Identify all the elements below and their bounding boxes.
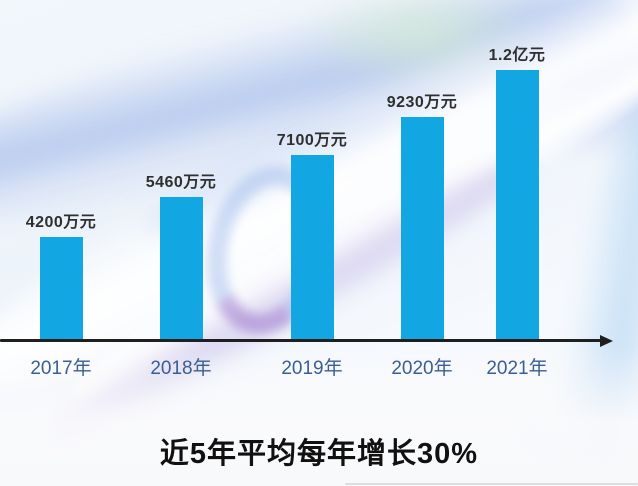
caption-text: 近5年平均每年增长30% [159,438,479,470]
bar-value-label: 9230万元 [386,94,458,111]
x-tick-2020: 2020年 [391,358,453,379]
bar-2018 [159,197,203,340]
bar-value-label: 4200万元 [25,214,97,231]
x-tick-2017: 2017年 [30,358,92,379]
bar-value-label: 1.2亿元 [488,47,546,64]
x-axis-line [0,339,602,342]
bar-value-label: 5460万元 [145,174,217,191]
bottom-edge-line [345,483,638,485]
bar-2017 [39,237,83,340]
x-tick-2021: 2021年 [486,358,548,379]
bar-column-2019: 7100万元 [252,126,372,340]
x-tick-2019: 2019年 [281,358,343,379]
bar-column-2020: 9230万元 [362,88,482,340]
x-tick-2018: 2018年 [150,358,212,379]
bar-column-2021: 1.2亿元 [457,41,577,340]
bar-column-2018: 5460万元 [121,168,241,340]
bar-2019 [290,155,334,340]
bar-2021 [495,70,539,340]
axis-arrow-icon [600,334,613,347]
bar-column-2017: 4200万元 [1,208,121,340]
bar-value-label: 7100万元 [276,132,348,149]
bar-2020 [400,117,444,340]
